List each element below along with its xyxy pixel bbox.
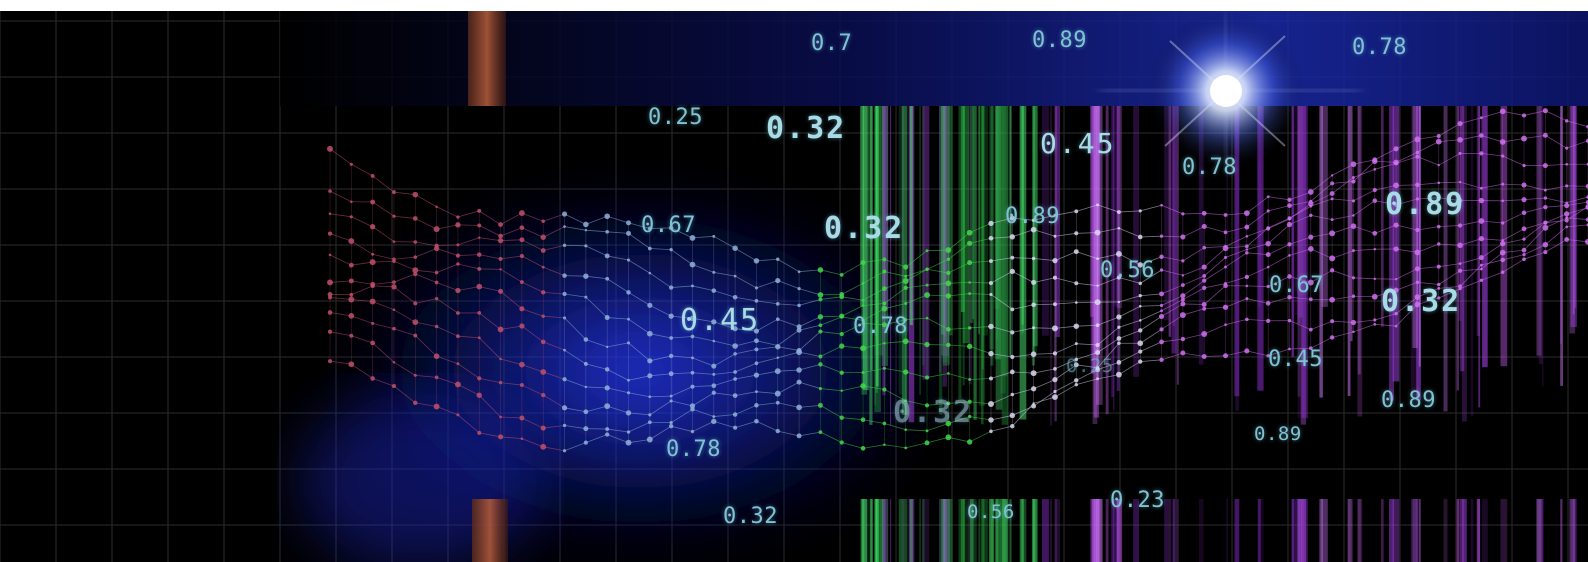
number-label: 0.32: [824, 211, 905, 246]
number-label: 0.78: [1352, 35, 1407, 60]
number-label: 0.25: [648, 105, 703, 130]
number-label: 0.56: [1100, 258, 1155, 283]
number-label: 0.89: [1381, 388, 1436, 413]
number-label: 0.89: [1254, 423, 1302, 445]
number-label: 0.32: [766, 111, 847, 146]
red-light-bar-bottom: [472, 499, 508, 562]
number-label: 0.45: [1040, 127, 1116, 160]
number-label: 0.89: [1032, 28, 1087, 53]
number-label: 0.78: [853, 314, 908, 339]
number-label: 0.45: [680, 303, 761, 338]
number-label: 0.32: [723, 504, 778, 529]
lens-flare: [1100, 11, 1360, 171]
number-label: 0.89: [1385, 187, 1466, 222]
number-label: 0.78: [666, 437, 721, 462]
number-label: 0.89: [1005, 204, 1060, 229]
data-visualization-image: 0.7 0.89 0.78 0.25 0.32 0.45 0.78 0.89 0…: [0, 11, 1588, 562]
number-label: 0.67: [1269, 273, 1324, 298]
number-label: 0.32: [893, 395, 974, 430]
number-label: 0.56: [967, 501, 1015, 523]
number-label: 0.78: [1182, 155, 1237, 180]
number-label: 0.45: [1268, 347, 1323, 372]
network-wave-artwork: [0, 11, 1588, 562]
number-label: 0.32: [1381, 284, 1462, 319]
number-label: 0.23: [1110, 488, 1165, 513]
red-light-bar-top: [468, 11, 506, 106]
vertical-light-bars: [860, 106, 1577, 562]
network-wave: [327, 108, 1588, 453]
number-label: 0.67: [641, 213, 696, 238]
number-label: 0.7: [811, 31, 853, 56]
number-label: 0.25: [1066, 355, 1114, 377]
